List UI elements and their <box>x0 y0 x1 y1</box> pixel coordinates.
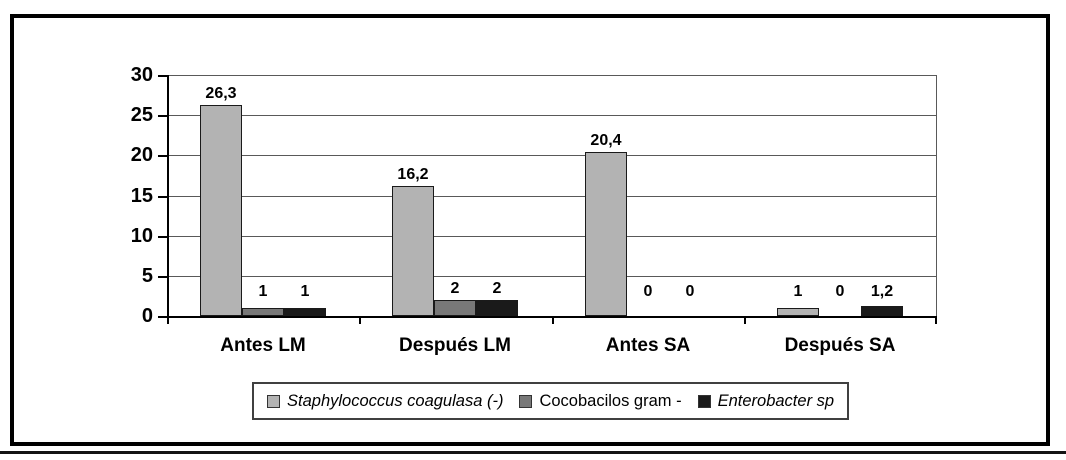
y-tick-label: 20 <box>130 144 153 166</box>
bar <box>434 300 476 316</box>
y-tick-label: 25 <box>130 104 153 126</box>
y-axis-tick <box>158 236 167 238</box>
value-label: 26,3 <box>205 85 237 102</box>
category-label: Después SA <box>784 335 896 356</box>
value-label: 1,2 <box>870 283 894 300</box>
y-axis-tick <box>158 75 167 77</box>
y-tick-label: 0 <box>141 305 153 327</box>
bar <box>200 105 242 316</box>
y-axis-tick <box>158 115 167 117</box>
y-axis-tick <box>158 276 167 278</box>
y-tick-label: 5 <box>141 265 153 287</box>
category-label: Después LM <box>399 335 511 356</box>
value-label: 2 <box>492 280 502 297</box>
bar <box>392 186 434 316</box>
bar <box>476 300 518 316</box>
y-axis-tick <box>158 155 167 157</box>
x-axis-tick <box>167 316 169 324</box>
value-label: 20,4 <box>590 132 622 149</box>
y-tick-label: 15 <box>130 185 153 207</box>
bar <box>284 308 326 316</box>
value-label: 16,2 <box>397 166 429 183</box>
y-axis-tick <box>158 196 167 198</box>
legend-label: Enterobacter sp <box>717 391 835 410</box>
legend-item: Enterobacter sp <box>697 391 835 411</box>
gridline <box>167 276 936 277</box>
value-label: 0 <box>835 283 845 300</box>
value-label: 0 <box>643 283 653 300</box>
y-axis-line <box>167 75 169 316</box>
legend: Staphylococcus coagulasa (-) Cocobacilos … <box>252 382 850 420</box>
legend-swatch-icon <box>519 394 533 408</box>
y-axis-tick <box>158 316 167 318</box>
bar <box>242 308 284 316</box>
legend-item: Staphylococcus coagulasa (-) <box>267 392 503 411</box>
x-axis-tick <box>935 316 937 324</box>
gridline <box>167 115 936 116</box>
value-label: 0 <box>685 283 695 300</box>
value-label: 2 <box>450 280 460 297</box>
bar <box>861 306 903 316</box>
category-label: Antes LM <box>220 335 306 356</box>
x-axis-tick <box>359 316 361 324</box>
figure-frame: 0 5 10 15 20 25 30 Antes LM 26,3 1 1 Después LM 16,2… <box>10 14 1050 446</box>
plot-right-border <box>936 75 937 316</box>
legend-label: Cocobacilos gram - <box>539 391 682 410</box>
gridline <box>167 155 936 156</box>
y-tick-label: 30 <box>130 64 153 86</box>
bar <box>777 308 819 316</box>
bar <box>585 152 627 316</box>
x-axis-tick <box>744 316 746 324</box>
legend-item: Cocobacilos gram - <box>519 391 682 411</box>
legend-label: Staphylococcus coagulasa (-) <box>287 391 504 410</box>
value-label: 1 <box>793 283 803 300</box>
bottom-rule <box>0 451 1066 454</box>
value-label: 1 <box>258 283 268 300</box>
x-axis-line <box>167 316 936 318</box>
y-tick-label: 10 <box>130 225 153 247</box>
value-label: 1 <box>300 283 310 300</box>
gridline <box>167 236 936 237</box>
x-axis-tick <box>552 316 554 324</box>
legend-swatch-icon <box>267 394 280 408</box>
legend-swatch-icon <box>697 394 711 408</box>
gridline <box>167 75 936 76</box>
gridline <box>167 196 936 197</box>
category-label: Antes SA <box>605 335 691 356</box>
